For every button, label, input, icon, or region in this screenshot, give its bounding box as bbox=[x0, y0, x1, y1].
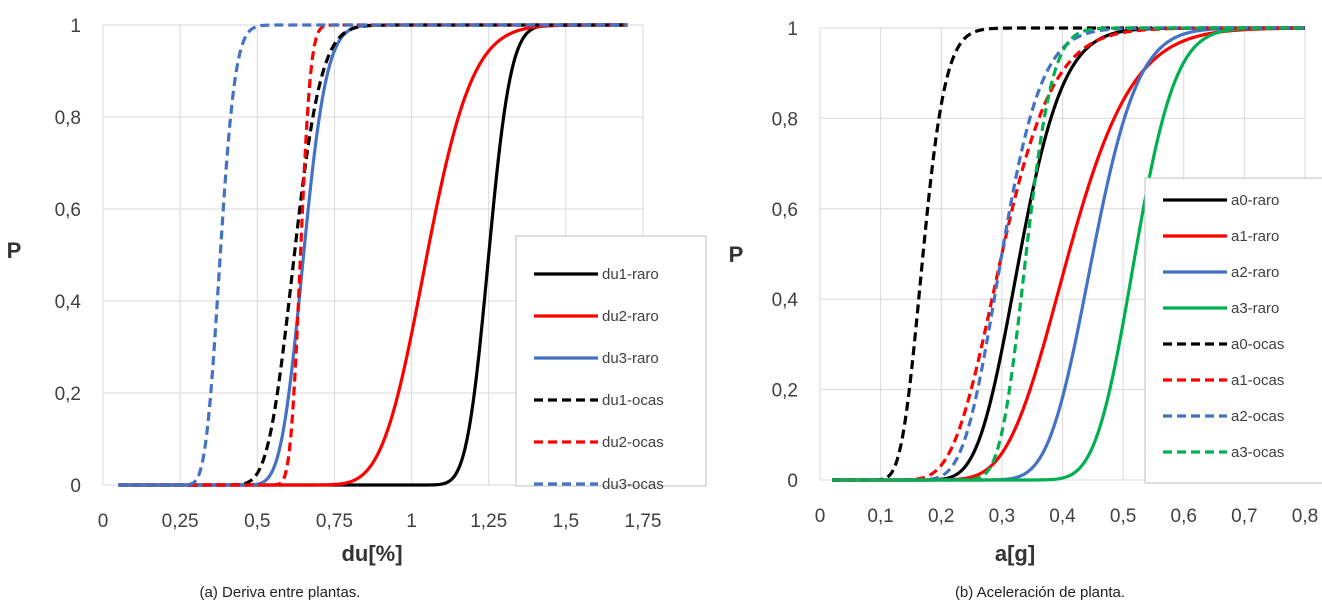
x-tick-label: 0,1 bbox=[867, 506, 893, 527]
chart-a-x-label: du[%] bbox=[341, 541, 402, 566]
x-tick-label: 0,4 bbox=[1049, 506, 1076, 527]
legend-label-a0-ocas: a0-ocas bbox=[1231, 336, 1284, 353]
y-tick-label: 0,8 bbox=[772, 109, 798, 130]
legend-label-a1-raro: a1-raro bbox=[1231, 228, 1279, 245]
x-tick-label: 0,25 bbox=[162, 511, 199, 532]
chart-a-curves bbox=[118, 23, 628, 487]
series-line-du3-ocas bbox=[118, 23, 628, 487]
legend-label-a3-raro: a3-raro bbox=[1231, 300, 1279, 317]
chart-b-y-ticks: 0 0,2 0,4 0,6 0,8 1 bbox=[772, 19, 799, 492]
series-line-a0-ocas bbox=[832, 26, 1305, 482]
legend-label-du2-ocas: du2-ocas bbox=[602, 434, 664, 451]
legend-label-du1-raro: du1-raro bbox=[602, 266, 659, 283]
y-tick-label: 0,4 bbox=[55, 292, 82, 313]
chart-a-y-ticks: 0 0,2 0,4 0,6 0,8 1 bbox=[55, 16, 82, 497]
y-tick-label: 0,8 bbox=[55, 108, 81, 129]
y-tick-label: 0,2 bbox=[772, 381, 798, 402]
x-tick-label: 1,5 bbox=[553, 511, 579, 532]
chart-b-x-ticks: 0 0,1 0,2 0,3 0,4 0,5 0,6 0,7 0,8 bbox=[815, 506, 1319, 527]
chart-a-y-label: P bbox=[7, 238, 22, 263]
chart-a-legend: du1-raro du2-raro du3-raro du1-ocas du2-ocas… bbox=[515, 235, 707, 493]
x-tick-label: 0 bbox=[815, 506, 826, 527]
legend-label-a2-ocas: a2-ocas bbox=[1231, 408, 1284, 425]
legend-label-a1-ocas: a1-ocas bbox=[1231, 372, 1284, 389]
x-tick-label: 0 bbox=[98, 511, 109, 532]
chart-a-x-ticks: 0 0,25 0,5 0,75 1 1,25 1,5 1,75 bbox=[98, 511, 662, 532]
x-tick-label: 1,25 bbox=[470, 511, 507, 532]
x-tick-label: 0,6 bbox=[1171, 506, 1197, 527]
y-tick-label: 0 bbox=[787, 471, 798, 492]
legend-label-du3-raro: du3-raro bbox=[602, 350, 659, 367]
y-tick-label: 0,6 bbox=[55, 200, 81, 221]
y-tick-label: 0,6 bbox=[772, 200, 798, 221]
x-tick-label: 1,75 bbox=[625, 511, 662, 532]
x-tick-label: 0,7 bbox=[1231, 506, 1257, 527]
chart-b-x-label: a[g] bbox=[995, 541, 1035, 566]
x-tick-label: 0,5 bbox=[1110, 506, 1136, 527]
y-tick-label: 0,4 bbox=[772, 290, 799, 311]
x-tick-label: 0,3 bbox=[989, 506, 1015, 527]
legend-label-a2-raro: a2-raro bbox=[1231, 264, 1279, 281]
legend-label-a0-raro: a0-raro bbox=[1231, 192, 1279, 209]
chart-b-y-label: P bbox=[729, 242, 744, 267]
chart-b-grid bbox=[819, 27, 1306, 481]
legend-box bbox=[1144, 177, 1322, 484]
y-tick-label: 0,2 bbox=[55, 384, 81, 405]
legend-label-du1-ocas: du1-ocas bbox=[602, 392, 664, 409]
y-tick-label: 0 bbox=[70, 476, 81, 497]
y-tick-label: 1 bbox=[787, 19, 798, 40]
x-tick-label: 0,8 bbox=[1292, 506, 1318, 527]
x-tick-label: 1 bbox=[406, 511, 417, 532]
legend-label-a3-ocas: a3-ocas bbox=[1231, 444, 1284, 461]
x-tick-label: 0,2 bbox=[928, 506, 954, 527]
chart-b-legend: a0-raro a1-raro a2-raro a3-raro a0-ocas a1-oc… bbox=[1144, 177, 1322, 484]
x-tick-label: 0,75 bbox=[316, 511, 353, 532]
legend-box bbox=[515, 235, 707, 487]
legend-label-du3-ocas: du3-ocas bbox=[602, 476, 664, 493]
legend-label-du2-raro: du2-raro bbox=[602, 308, 659, 325]
chart-b-caption: (b) Aceleración de planta. bbox=[955, 584, 1125, 601]
chart-deriva: 0 0,25 0,5 0,75 1 1,25 1,5 1,75 00,20,40,60,81 … bbox=[7, 16, 707, 601]
chart-aceleracion: 0 0,1 0,2 0,3 0,4 0,5 0,6 0,7 0,8 0 0,2 0,4 0,6 0,8 1… bbox=[729, 19, 1322, 601]
chart-b-curves bbox=[832, 26, 1306, 482]
x-tick-label: 0,5 bbox=[244, 511, 270, 532]
chart-a-caption: (a) Deriva entre plantas. bbox=[200, 584, 361, 601]
y-tick-label: 1 bbox=[70, 16, 81, 37]
series-line-a3-ocas bbox=[832, 26, 1305, 482]
